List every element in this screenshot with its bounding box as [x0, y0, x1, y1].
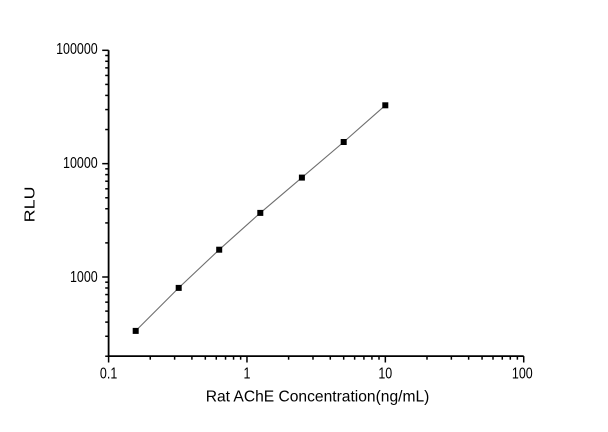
svg-text:1: 1	[243, 365, 250, 383]
svg-text:100: 100	[512, 365, 533, 383]
svg-text:100000: 100000	[56, 41, 98, 59]
svg-text:10000: 10000	[63, 155, 98, 173]
svg-text:10: 10	[378, 365, 392, 383]
svg-text:0.1: 0.1	[100, 365, 117, 383]
svg-text:RLU: RLU	[22, 186, 38, 222]
svg-text:1000: 1000	[70, 269, 98, 287]
svg-text:Rat AChE Concentration(ng/mL): Rat AChE Concentration(ng/mL)	[206, 389, 430, 406]
